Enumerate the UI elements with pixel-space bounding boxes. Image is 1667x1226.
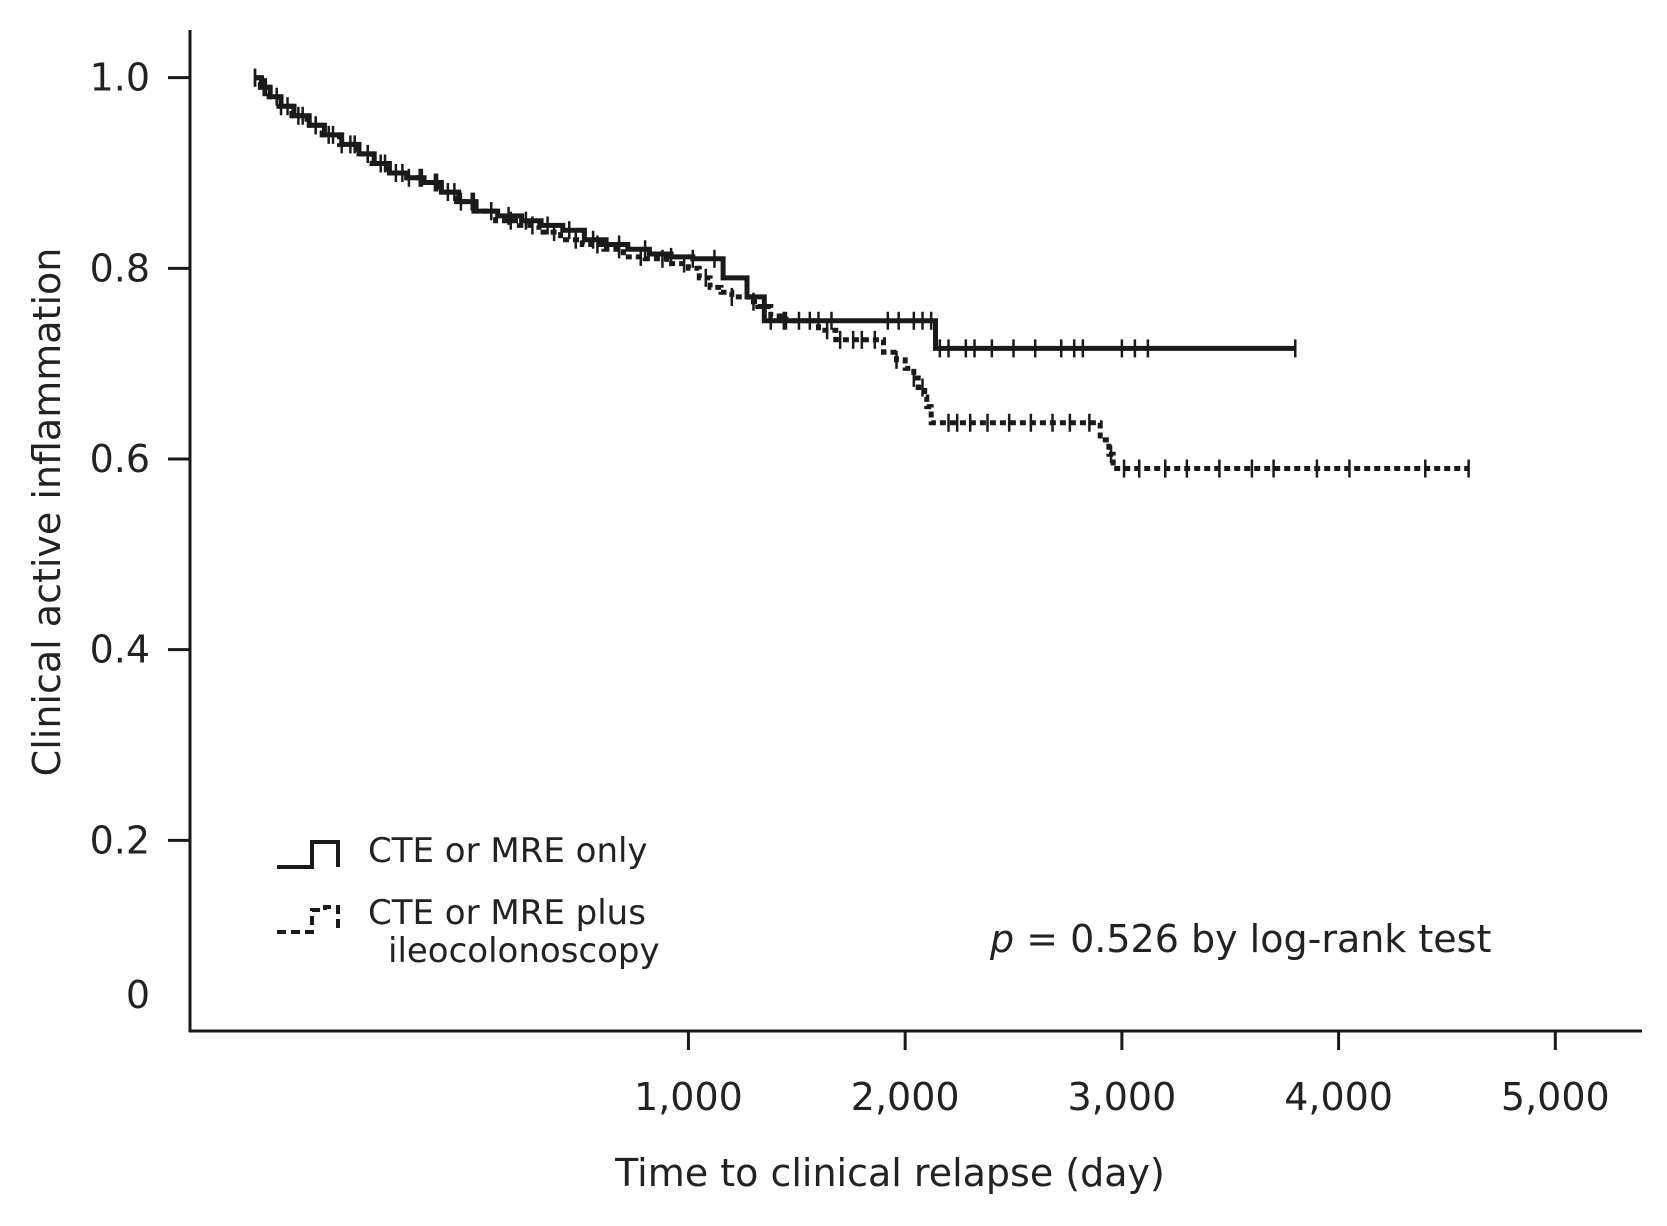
x-tick-label: 2,000 xyxy=(851,1075,960,1119)
legend-swatch-series-2 xyxy=(277,905,340,934)
y-axis-ticks: 0 0.2 0.4 0.6 0.8 1.0 xyxy=(90,56,190,1017)
y-tick-label: 0.2 xyxy=(90,818,150,862)
y-tick-label: 0.4 xyxy=(90,628,150,672)
p-value-text: = 0.526 by log-rank test xyxy=(1014,917,1491,961)
series-2 xyxy=(253,68,1470,478)
p-value-symbol: p xyxy=(989,917,1014,961)
series-line xyxy=(255,75,1296,351)
legend-label-series-2-line-1: CTE or MRE plus xyxy=(368,893,646,933)
y-tick-label: 0.8 xyxy=(90,246,150,290)
legend-label-series-2: CTE or MRE plus ileocolonoscopy xyxy=(368,893,660,971)
y-axis-title: Clinical active inflammation xyxy=(25,248,69,777)
x-axis-ticks: 1,000 2,000 3,000 4,000 5,000 xyxy=(634,1031,1610,1119)
legend-label-series-2-line-2: ileocolonoscopy xyxy=(388,931,660,971)
series-1 xyxy=(253,68,1297,358)
series-layer xyxy=(253,68,1470,478)
legend-label-series-1: CTE or MRE only xyxy=(368,831,648,871)
x-tick-label: 4,000 xyxy=(1284,1075,1393,1119)
x-tick-label: 5,000 xyxy=(1501,1075,1610,1119)
x-tick-label: 1,000 xyxy=(634,1075,743,1119)
y-tick-label: 0.6 xyxy=(90,437,150,481)
p-value-annotation: p = 0.526 by log-rank test xyxy=(989,917,1491,961)
y-tick-label: 1.0 xyxy=(90,56,150,100)
series-line xyxy=(255,75,1469,471)
legend: CTE or MRE only CTE or MRE plus ileocolon… xyxy=(277,831,660,971)
y-tick-label: 0 xyxy=(126,973,150,1017)
legend-swatch-series-1 xyxy=(277,840,340,869)
x-tick-label: 3,000 xyxy=(1067,1075,1176,1119)
x-axis-title: Time to clinical relapse (day) xyxy=(614,1151,1165,1195)
